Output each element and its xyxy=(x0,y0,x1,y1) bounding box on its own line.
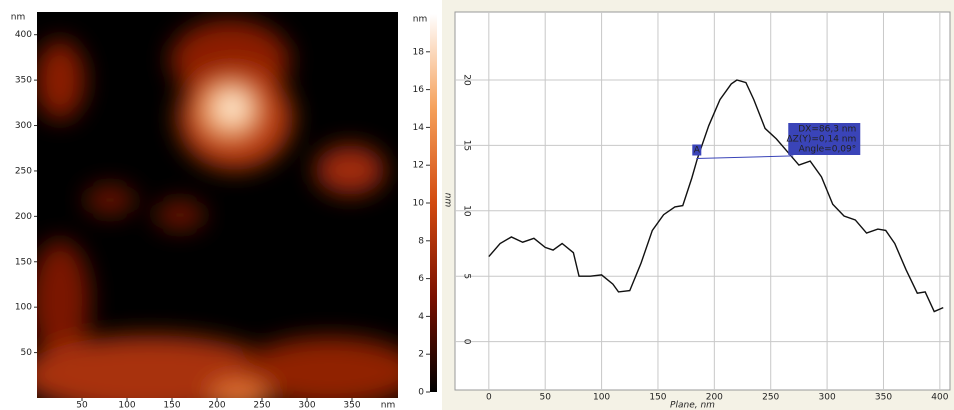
y-tick-label: 300 xyxy=(15,121,32,131)
colorbar-tick-label: 2 xyxy=(418,350,424,360)
annotation-box xyxy=(788,123,861,155)
colorbar-tick-label: 6 xyxy=(418,274,424,284)
y-tick-label: 150 xyxy=(15,257,32,267)
afm-image xyxy=(37,12,398,398)
y-tick-label: 200 xyxy=(15,212,32,222)
y-tick-label: 10 xyxy=(462,205,472,217)
measure-line xyxy=(696,155,794,159)
y-axis-label: nm xyxy=(443,193,453,208)
y-tick-label: 350 xyxy=(15,76,32,86)
y-axis-label: nm xyxy=(11,13,25,23)
y-tick-label: 400 xyxy=(15,30,32,40)
y-tick-label: 250 xyxy=(15,166,32,176)
colorbar-tick-label: 12 xyxy=(413,161,424,171)
x-tick-label: 100 xyxy=(593,393,610,403)
x-tick-label: 400 xyxy=(931,393,948,403)
x-tick-label: 0 xyxy=(486,393,492,403)
y-tick-label: 50 xyxy=(21,348,33,358)
colorbar-tick-label: 16 xyxy=(413,85,425,95)
plot-area xyxy=(454,11,951,391)
annotation-text: DX=86,3 nm xyxy=(798,125,856,135)
x-tick-label: 350 xyxy=(875,393,892,403)
colorbar-tick-label: 18 xyxy=(413,47,425,57)
x-tick-label: 50 xyxy=(539,393,551,403)
marker-label: A xyxy=(694,145,701,155)
x-tick-label: 300 xyxy=(819,393,836,403)
x-tick-label: 250 xyxy=(253,401,270,410)
x-tick-label: 150 xyxy=(649,393,666,403)
colorbar-tick-label: 14 xyxy=(413,123,425,133)
colorbar-tick-label: 0 xyxy=(418,388,424,398)
y-tick-label: 20 xyxy=(462,74,472,86)
y-tick-label: 15 xyxy=(462,140,472,151)
colorbar xyxy=(430,14,437,392)
x-axis-label: nm xyxy=(381,401,395,410)
x-tick-label: 100 xyxy=(118,401,135,410)
y-tick-label: 100 xyxy=(15,303,32,313)
marker-box xyxy=(692,144,702,156)
annotation-text: Angle=0,09° xyxy=(799,145,857,155)
x-tick-label: 150 xyxy=(163,401,180,410)
x-tick-label: 200 xyxy=(706,393,723,403)
annotation-text: ΔZ(Y)=0,14 nm xyxy=(787,135,857,145)
colorbar-tick-label: 8 xyxy=(418,236,424,246)
x-tick-label: 300 xyxy=(298,401,315,410)
colorbar-label: nm xyxy=(413,15,427,25)
x-tick-label: 350 xyxy=(343,401,360,410)
colorbar-tick-label: 10 xyxy=(413,199,425,209)
y-tick-label: 5 xyxy=(462,273,472,279)
x-tick-label: 200 xyxy=(208,401,225,410)
profile-line xyxy=(488,79,944,313)
y-tick-label: 0 xyxy=(462,339,472,345)
x-tick-label: 250 xyxy=(762,393,779,403)
colorbar-tick-label: 4 xyxy=(418,312,424,322)
x-axis-label: Plane, nm xyxy=(670,401,715,410)
x-tick-label: 50 xyxy=(76,401,88,410)
